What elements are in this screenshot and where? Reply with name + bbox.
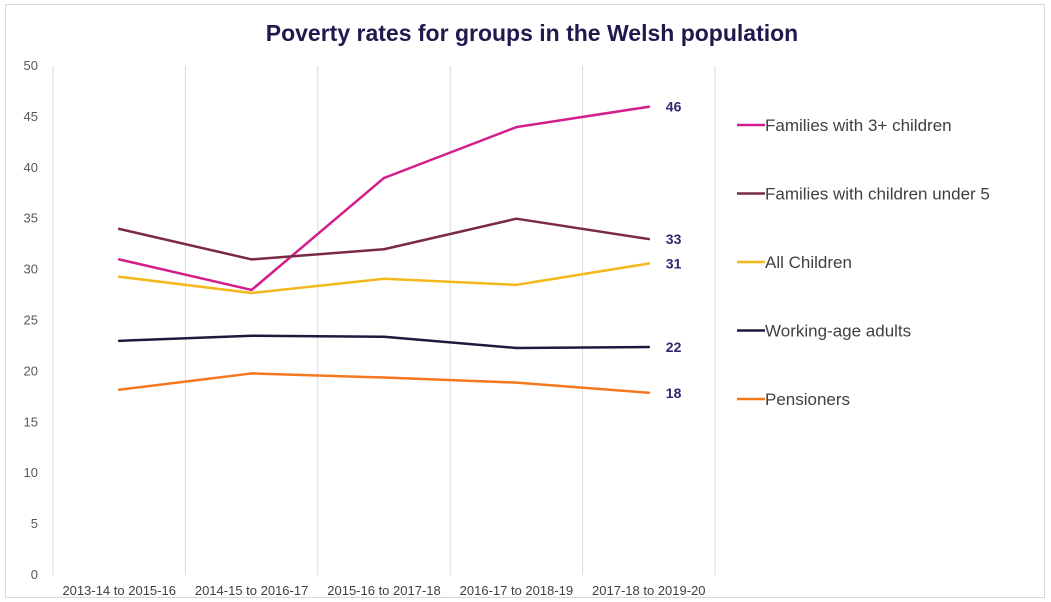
- legend: Families with 3+ children Families with c…: [737, 116, 990, 409]
- data-point: [250, 288, 253, 292]
- data-point: [250, 291, 253, 295]
- y-tick-label: 30: [24, 262, 38, 277]
- legend-label: All Children: [765, 253, 852, 272]
- data-point: [118, 339, 121, 343]
- x-tick-label: 2014-15 to 2016-17: [195, 583, 308, 598]
- end-value-label: 18: [666, 385, 682, 401]
- chart-frame: [5, 4, 1045, 598]
- series-line-0: [117, 105, 651, 292]
- y-tick-label: 15: [24, 414, 38, 429]
- data-point: [647, 345, 650, 349]
- series-line-1: [117, 217, 651, 261]
- legend-item: All Children: [737, 253, 852, 272]
- y-axis-ticks: 0 5 10 15 20 25 30 35 40 45 50: [24, 58, 38, 582]
- data-point: [647, 262, 650, 265]
- legend-item: Families with children under 5: [737, 185, 990, 204]
- data-point: [382, 335, 386, 338]
- x-axis-ticks: 2013-14 to 2015-16 2014-15 to 2016-17 2015…: [62, 583, 705, 598]
- data-point: [515, 381, 518, 384]
- y-tick-label: 35: [24, 211, 38, 226]
- y-tick-label: 40: [24, 160, 38, 175]
- x-tick-label: 2016-17 to 2018-19: [460, 583, 573, 598]
- data-point: [250, 372, 253, 375]
- end-value-label: 31: [666, 255, 682, 271]
- legend-item: Working-age adults: [737, 322, 911, 341]
- y-tick-label: 45: [24, 109, 38, 124]
- end-value-label: 33: [666, 231, 682, 247]
- y-tick-label: 50: [24, 58, 38, 73]
- end-labels: 46 33 31 22 18: [666, 99, 682, 401]
- data-point: [382, 176, 386, 180]
- data-point: [515, 217, 518, 220]
- x-tick-label: 2017-18 to 2019-20: [592, 583, 705, 598]
- legend-item: Families with 3+ children: [737, 116, 952, 135]
- data-point: [515, 283, 518, 287]
- data-point: [250, 258, 253, 261]
- data-point: [515, 125, 518, 129]
- y-tick-label: 25: [24, 313, 38, 328]
- chart-title: Poverty rates for groups in the Welsh po…: [266, 20, 798, 46]
- x-tick-label: 2015-16 to 2017-18: [327, 583, 440, 598]
- data-point: [118, 388, 121, 391]
- data-point: [647, 105, 650, 108]
- data-point: [118, 258, 121, 261]
- y-tick-label: 5: [31, 516, 38, 531]
- data-point: [515, 346, 518, 350]
- series-lines: [117, 105, 651, 395]
- legend-label: Pensioners: [765, 390, 850, 409]
- end-value-label: 22: [666, 339, 682, 355]
- data-point: [118, 227, 121, 231]
- data-point: [250, 334, 253, 337]
- data-point: [118, 275, 121, 278]
- legend-item: Pensioners: [737, 390, 850, 409]
- data-point: [647, 391, 650, 394]
- data-point: [382, 248, 386, 251]
- legend-label: Working-age adults: [765, 322, 911, 341]
- data-point: [647, 237, 650, 241]
- gridlines: [52, 66, 716, 575]
- y-tick-label: 10: [24, 465, 38, 480]
- y-tick-label: 0: [31, 567, 38, 582]
- legend-label: Families with 3+ children: [765, 116, 952, 135]
- y-tick-label: 20: [24, 363, 38, 378]
- x-tick-label: 2013-14 to 2015-16: [62, 583, 175, 598]
- end-value-label: 46: [666, 99, 682, 115]
- legend-label: Families with children under 5: [765, 185, 990, 204]
- data-point: [382, 277, 386, 280]
- data-point: [382, 376, 386, 379]
